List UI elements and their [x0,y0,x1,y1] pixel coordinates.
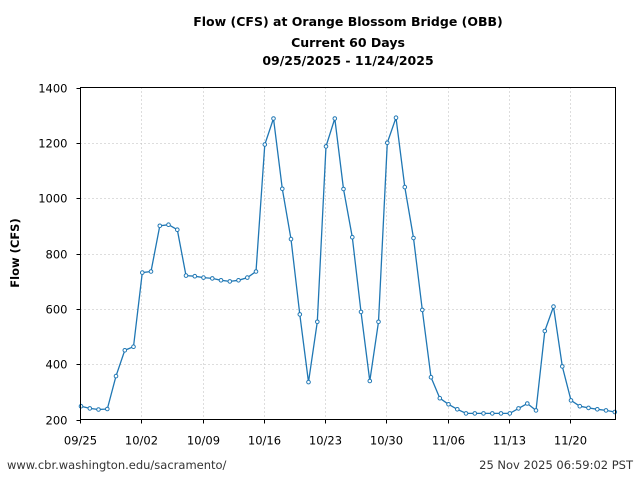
flow-series [78,115,618,416]
y-tick-label: 800 [46,248,68,262]
data-point-marker [183,273,189,278]
data-point-marker [210,276,215,281]
flow-line [80,117,615,415]
data-point-marker [612,409,618,415]
x-tick-label: 10/09 [187,434,220,448]
data-point-marker [201,275,206,280]
data-point-marker [551,304,556,309]
data-point-marker [411,235,416,241]
data-point-marker [542,328,548,334]
generated-timestamp: 25 Nov 2025 06:59:02 PST [479,458,633,472]
data-point-marker [218,278,224,283]
data-point-marker [455,407,460,412]
data-point-marker [236,278,241,283]
data-point-marker [332,116,338,121]
data-point-marker [507,411,513,416]
data-point-marker [420,307,425,313]
data-point-marker [428,374,434,380]
x-tick-label: 10/30 [370,434,403,448]
data-point-marker [586,405,591,411]
data-point-marker [253,269,259,274]
data-point-marker [315,319,320,325]
data-point-marker [245,275,250,280]
data-point-marker [271,116,276,121]
data-point-marker [516,406,521,411]
data-point-marker [157,223,163,229]
data-point-marker [525,401,530,406]
data-point-marker [402,184,408,190]
data-point-marker [533,408,539,413]
data-point-marker [472,411,478,416]
data-point-marker [306,379,311,385]
y-tick-label: 1000 [38,192,67,206]
y-tick-label: 200 [46,414,68,428]
x-tick-label: 10/16 [248,434,281,448]
x-tick-label: 10/23 [309,434,342,448]
data-point-marker [122,348,128,353]
data-point-marker [131,344,136,350]
data-point-marker [96,407,101,412]
gridlines [80,87,616,420]
chart-title: Flow (CFS) at Orange Blossom Bridge (OBB… [193,14,503,29]
y-axis: 200 400 600 800 1000 1200 1400 [38,82,81,428]
chart-date-range: 09/25/2025 - 11/24/2025 [262,53,434,68]
data-point-marker [113,373,119,379]
data-point-marker [463,411,469,416]
data-point-marker [280,186,285,192]
data-point-marker [385,140,390,146]
data-point-marker [341,186,346,192]
data-point-marker [446,402,451,407]
data-point-marker [297,312,303,317]
y-tick-label: 1200 [38,137,67,151]
data-point-marker [367,378,373,384]
data-point-marker [603,408,609,413]
data-point-marker [577,403,583,409]
data-point-marker [140,270,145,275]
chart-subtitle: Current 60 Days [291,35,405,50]
y-tick-label: 600 [46,303,68,317]
plot-frame [80,87,616,420]
x-tick-label: 11/13 [493,434,526,448]
data-point-marker [560,364,565,369]
data-point-marker [227,279,233,284]
data-point-marker [490,411,495,416]
data-point-marker [568,398,574,403]
data-point-marker [105,406,110,412]
y-tick-label: 1400 [38,82,67,96]
data-point-marker [175,227,180,232]
data-point-marker [262,142,268,147]
data-point-marker [481,411,486,416]
data-point-marker [87,406,93,411]
data-point-marker [358,309,364,315]
source-url[interactable]: www.cbr.washington.edu/sacramento/ [7,458,227,472]
data-point-marker [288,236,294,242]
data-point-marker [350,234,355,240]
x-tick-label: 11/20 [554,434,587,448]
x-tick-label: 11/06 [432,434,465,448]
x-tick-label: 10/02 [125,434,158,448]
data-point-marker [376,319,381,325]
data-point-marker [192,273,198,279]
data-point-marker [437,395,443,401]
data-point-marker [595,407,600,412]
x-tick-label: 09/25 [64,434,97,448]
data-point-marker [323,144,329,149]
data-point-marker [498,411,504,416]
x-axis: 09/25 10/02 10/09 10/16 10/23 10/30 11/06 11/13… [64,419,587,448]
data-point-marker [393,115,399,120]
y-axis-label: Flow (CFS) [8,218,22,287]
data-point-marker [166,222,171,227]
y-tick-label: 400 [46,358,68,372]
data-point-marker [148,269,154,274]
